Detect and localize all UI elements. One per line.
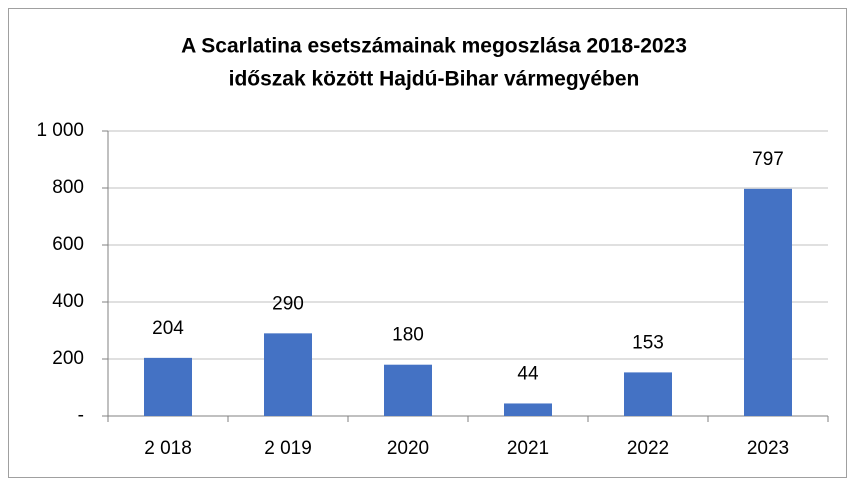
y-tick-label: 600 [52,234,84,255]
x-tick-label: 2020 [387,438,429,459]
y-tick-label: 400 [52,291,84,312]
bar [624,372,672,416]
x-tick-label: 2023 [747,438,789,459]
chart-title: időszak között Hajdú-Bihar vármegyében [229,68,640,91]
y-tick-label: 800 [52,177,84,198]
data-label: 153 [632,332,664,353]
y-tick-label: 200 [52,348,84,369]
data-label: 290 [272,293,304,314]
bar [744,188,792,416]
bar [384,364,432,416]
chart-title: A Scarlatina esetszámainak megoszlása 20… [181,35,687,58]
y-tick-label: - [78,405,84,426]
data-label: 204 [152,318,184,339]
data-label: 44 [517,363,539,384]
x-tick-label: 2022 [627,438,669,459]
x-tick-label: 2 019 [264,438,312,459]
data-label: 180 [392,325,424,346]
x-tick-label: 2021 [507,438,549,459]
data-label: 797 [752,149,784,170]
y-tick-label: 1 000 [36,120,84,141]
bar [144,357,192,416]
bar [504,403,552,416]
x-tick-label: 2 018 [144,438,192,459]
bar [264,333,312,416]
